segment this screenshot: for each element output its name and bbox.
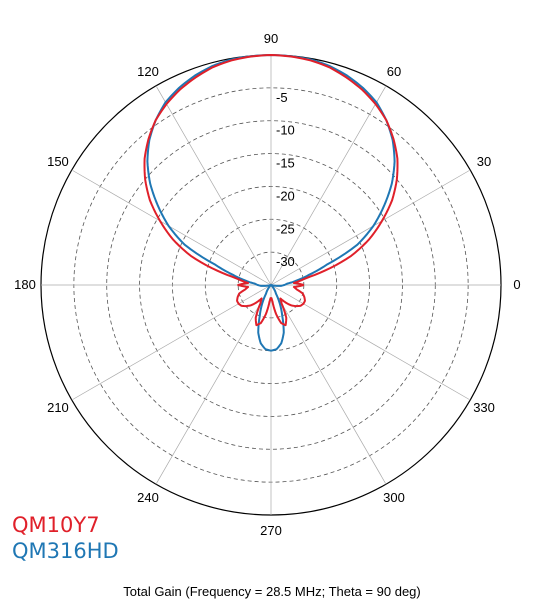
spoke-240: [155, 284, 272, 485]
legend-entry-qm316hd: QM316HD: [12, 539, 119, 563]
angle-tick-label-30: 30: [477, 154, 491, 169]
radial-tick-label-0: -5: [276, 90, 288, 105]
spoke-30: [270, 169, 471, 286]
spoke-210: [71, 284, 272, 401]
chart-title: Total Gain (Frequency = 28.5 MHz; Theta …: [123, 584, 421, 599]
radial-tick-label-5: -30: [276, 254, 295, 269]
series-curve-qm10y7: [143, 54, 399, 327]
angle-tick-label-300: 300: [383, 490, 405, 505]
radial-tick-label-3: -20: [276, 188, 295, 203]
angle-tick-label-150: 150: [47, 154, 69, 169]
tick-labels: 0 30 60 90 120 150 180 210 240 270 300 330 -5 -10 -15 -…: [14, 31, 520, 538]
radial-tick-label-2: -15: [276, 156, 295, 171]
radial-tick-label-4: -25: [276, 221, 295, 236]
angle-tick-label-240: 240: [137, 490, 159, 505]
spoke-330: [270, 284, 471, 401]
angle-tick-label-180: 180: [14, 277, 36, 292]
angle-tick-label-0: 0: [513, 277, 520, 292]
angle-tick-label-210: 210: [47, 400, 69, 415]
angle-tick-label-60: 60: [387, 64, 401, 79]
angle-tick-label-330: 330: [473, 400, 495, 415]
legend-entry-qm10y7: QM10Y7: [12, 513, 100, 537]
spoke-60: [270, 85, 387, 286]
angle-tick-label-120: 120: [137, 64, 159, 79]
angle-tick-label-270: 270: [260, 523, 282, 538]
angle-tick-label-90: 90: [264, 31, 278, 46]
series-curves: [143, 54, 399, 352]
spoke-150: [71, 169, 272, 286]
spoke-300: [270, 284, 387, 485]
radial-tick-label-1: -10: [276, 123, 295, 138]
spoke-120: [155, 85, 272, 286]
polar-grid: [40, 54, 502, 516]
